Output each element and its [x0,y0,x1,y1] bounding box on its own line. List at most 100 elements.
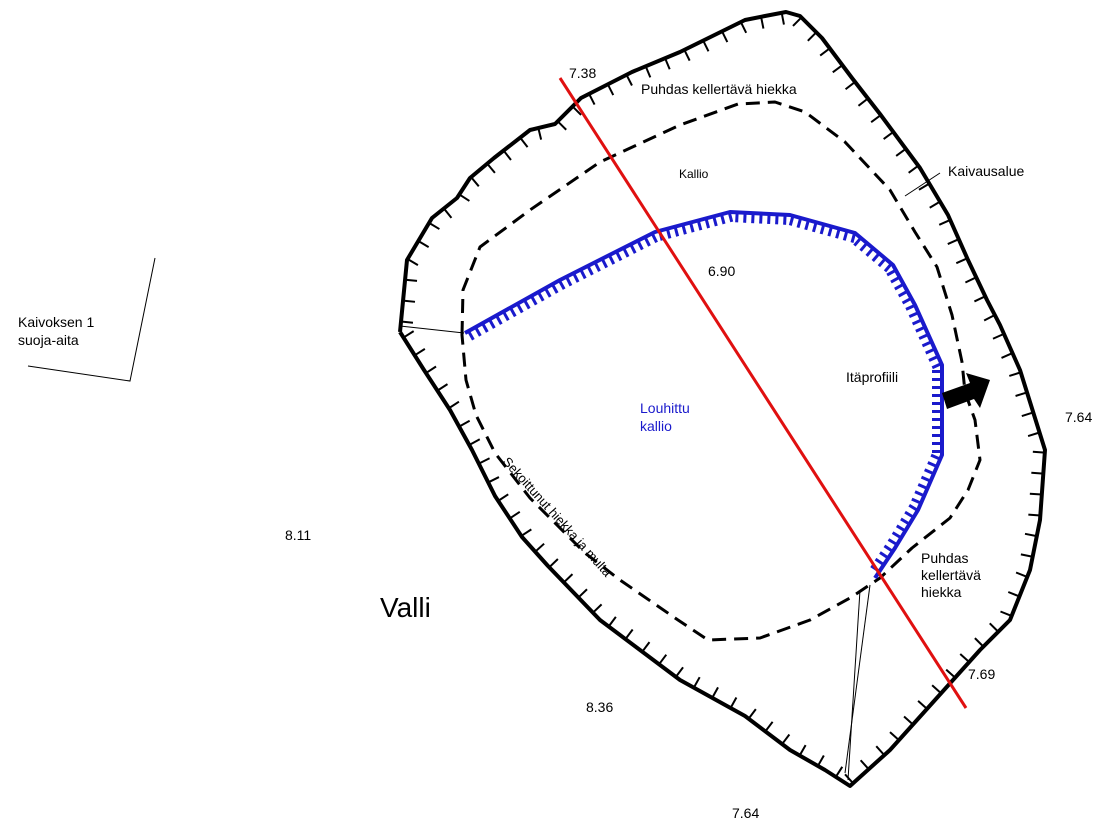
louhittu-label-line2: kallio [640,418,672,434]
excavation-boundary [398,10,1047,788]
hachure-tick [530,295,538,306]
hachure-tick [689,222,695,233]
rock-edge-hachures [467,211,943,573]
hachure-tick [636,239,644,251]
hachure-tick [973,295,986,303]
hachure-tick [644,65,652,78]
hachure-tick [947,238,960,245]
hachure-tick [931,684,942,695]
hachure-tick [925,347,936,355]
hachure-tick [448,400,460,410]
fence-label-line1: Kaivoksen 1 [18,314,94,330]
hachure-tick [486,163,496,174]
hachure-tick [696,220,703,231]
hachure-tick [1015,571,1028,578]
hachure-tick [844,773,854,784]
hachure-tick [955,257,968,265]
hachure-tick [436,383,449,392]
hachure-tick [1027,431,1040,438]
hachure-tick [516,303,524,314]
hachure-tick [891,531,902,540]
hachure-tick [534,542,545,553]
hachure-tick [675,666,684,678]
hachure-tick [842,230,849,241]
hachure-tick [917,700,928,710]
hachure-tick [625,74,633,86]
hachure-tick [865,247,875,257]
hachure-tick [886,268,897,277]
hachure-tick [467,330,475,341]
hachure-tick [606,83,615,96]
louhittu-label-line1: Louhittu [640,400,690,416]
hachure-tick [509,306,517,318]
hachure-tick [417,240,430,248]
hachure-tick [558,279,566,290]
hachure-tick [544,287,552,298]
hachure-tick [817,755,825,767]
hachure-tick [474,326,482,337]
hachure-tick [629,243,637,254]
hachure-tick [495,314,503,325]
hachure-tick [920,475,932,483]
hachure-tick [400,320,414,324]
hachure-tick [974,637,985,648]
hachure-tick [641,641,651,653]
hachure-tick [683,49,691,62]
hachure-tick [918,182,930,191]
hachure-tick [938,219,951,226]
hachure-tick [911,318,923,326]
hachure-tick [711,686,719,699]
hachure-tick [859,759,870,770]
hachure-tick [600,258,608,269]
hachure-tick [1032,450,1045,454]
hachure-tick [875,745,886,756]
hachure-tick [859,242,869,252]
hachure-tick [537,291,545,302]
excavation-boundary-line [398,10,1047,788]
sand-se-label-line3: hiekka [921,584,962,600]
kaivausalue-label: Kaivausalue [948,163,1024,179]
hachure-tick [992,332,1005,340]
hachure-tick [827,226,833,237]
hachure-tick [502,310,510,322]
inner-dashed-contour [460,100,982,642]
hachure-tick [721,30,729,43]
hachure-tick [887,538,898,546]
hachure-tick [593,261,601,272]
hachure-tick [890,275,901,284]
arrow-icon [942,373,990,409]
hachure-tick [889,731,900,741]
hachure-tick [844,81,856,91]
hachure-tick [850,232,857,243]
hachure-tick [1024,532,1037,538]
elevation-south-label: 8.36 [586,699,613,715]
hachure-tick [798,744,807,757]
hachure-tick [804,219,810,231]
hachure-tick [414,348,426,357]
hachure-tick [931,362,943,370]
hachure-tick [879,551,890,560]
hachure-tick [870,114,882,124]
hachure-tick [664,57,671,70]
hachure-tick [509,510,521,520]
quarried-rock-edge [464,210,944,580]
hachure-tick [1021,411,1034,417]
hachure-tick [807,31,818,42]
hachure-tick [908,311,920,319]
kallio-label: Kallio [679,167,709,181]
hachure-tick [921,340,933,348]
sekoittunut-label: Sekoittunut hiekka ja multa [500,454,616,580]
hachure-tick [924,468,935,476]
hachure-tick [588,93,596,106]
hachure-tick [519,137,529,148]
hachure-tick [523,299,531,310]
hachure-tick [673,226,680,237]
hachure-tick [712,215,718,227]
hachure-tick [811,221,818,233]
hachure-tick [1008,371,1022,377]
hachure-tick [548,558,559,569]
hachure-tick [1001,352,1013,359]
hachure-tick [929,200,941,209]
hachure-tick [468,438,481,446]
